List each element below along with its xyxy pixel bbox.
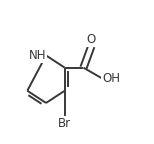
Text: OH: OH: [102, 72, 120, 85]
Text: Br: Br: [58, 117, 71, 130]
Text: O: O: [87, 33, 96, 46]
Text: NH: NH: [28, 49, 46, 62]
